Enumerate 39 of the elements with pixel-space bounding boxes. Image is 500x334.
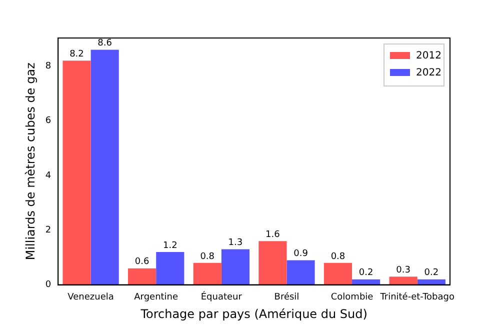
y-tick-label: 2 bbox=[45, 225, 52, 236]
data-label: 1.3 bbox=[228, 238, 243, 248]
data-label: 1.6 bbox=[266, 230, 280, 240]
data-label: 0.2 bbox=[358, 268, 374, 278]
bar bbox=[128, 268, 156, 285]
bar bbox=[193, 262, 222, 285]
legend-label: 2012 bbox=[416, 50, 442, 62]
bar bbox=[90, 50, 119, 285]
y-tick-label: 4 bbox=[45, 170, 52, 181]
data-label: 0.3 bbox=[396, 265, 410, 276]
y-axis-title: Milliards de mètres cubes de gaz bbox=[23, 62, 38, 260]
bar bbox=[352, 279, 380, 285]
data-label: 0.8 bbox=[330, 252, 346, 262]
data-label: 0.2 bbox=[424, 268, 439, 278]
y-tick-label: 6 bbox=[45, 116, 52, 126]
x-tick-label: Colombie bbox=[330, 292, 374, 303]
data-label: 0.8 bbox=[200, 252, 215, 262]
x-tick-label: Brésil bbox=[274, 292, 300, 303]
bar bbox=[389, 276, 418, 285]
bar bbox=[221, 249, 250, 285]
data-label: 0.6 bbox=[134, 257, 150, 268]
x-tick-label: Argentine bbox=[134, 292, 179, 303]
x-axis-title: Torchage par pays (Amérique du Sud) bbox=[140, 306, 368, 321]
data-label: 8.2 bbox=[70, 50, 84, 60]
bar bbox=[258, 241, 287, 285]
bar bbox=[62, 60, 91, 285]
bar bbox=[417, 279, 446, 285]
data-label: 0.9 bbox=[294, 249, 308, 260]
data-label: 1.2 bbox=[162, 240, 178, 251]
x-tick-label: Trinité-et-Tobago bbox=[379, 292, 455, 303]
bar bbox=[286, 260, 315, 285]
x-tick-label: Équateur bbox=[200, 290, 242, 303]
y-tick-label: 8 bbox=[45, 61, 52, 72]
legend-label: 2022 bbox=[416, 68, 442, 79]
x-tick-label: Venezuela bbox=[68, 292, 114, 303]
bar bbox=[156, 252, 184, 285]
bar bbox=[324, 262, 352, 285]
y-tick-label: 0 bbox=[45, 280, 52, 290]
data-label: 8.6 bbox=[98, 38, 112, 49]
